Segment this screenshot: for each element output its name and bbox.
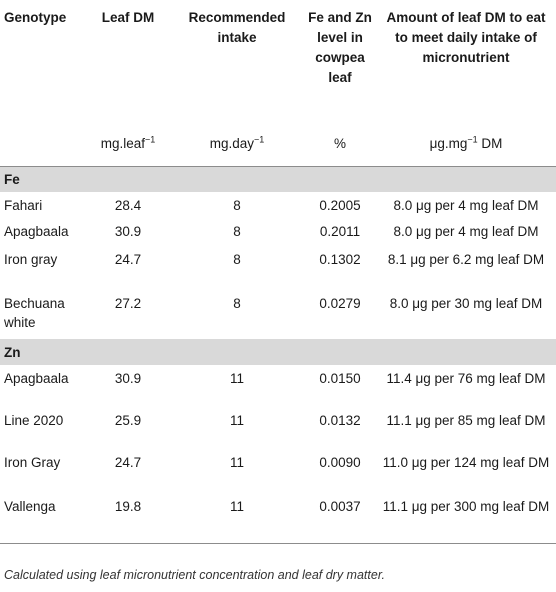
cell-genotype: Fahari xyxy=(4,198,43,213)
header-recommended-intake: Recommended intake xyxy=(188,10,286,45)
unit-fe-zn-level: % xyxy=(304,122,376,167)
header-genotype: Genotype xyxy=(4,10,67,25)
cell-recommended: 8 xyxy=(233,252,241,267)
table-row: Line 2020 25.9 11 0.0132 11.1 μg per 85 … xyxy=(0,407,556,449)
cell-genotype: Bechuana white xyxy=(4,296,65,330)
table-row: Bechuana white 27.2 8 0.0279 8.0 μg per … xyxy=(0,290,556,339)
cell-recommended: 8 xyxy=(233,198,241,213)
unit-amount: μg.mg−1 DM xyxy=(376,122,556,167)
cell-genotype: Vallenga xyxy=(0,493,86,544)
cell-genotype: Iron gray xyxy=(4,252,58,267)
header-row: Genotype Leaf DM Recommended intake Fe a… xyxy=(0,0,556,122)
cell-amount: 11.1 μg per 300 mg leaf DM xyxy=(376,493,556,544)
cell-amount: 11.1 μg per 85 mg leaf DM xyxy=(386,413,546,428)
cell-recommended: 11 xyxy=(170,493,304,544)
section-fe: Fe xyxy=(0,166,556,192)
cell-leaf-dm: 24.7 xyxy=(114,455,142,470)
section-zn: Zn xyxy=(0,339,556,365)
unit-leaf-dm: mg.leaf−1 xyxy=(86,122,170,167)
unit-genotype xyxy=(0,122,86,167)
cell-genotype: Apagbaala xyxy=(4,371,69,386)
cell-level: 0.1302 xyxy=(319,252,361,267)
unit-recommended: mg.day−1 xyxy=(170,122,304,167)
cell-recommended: 11 xyxy=(229,413,244,428)
cell-leaf-dm: 24.7 xyxy=(114,252,142,267)
cell-leaf-dm: 30.9 xyxy=(114,371,142,386)
cell-genotype: Line 2020 xyxy=(4,413,64,428)
cell-amount: 8.0 μg per 30 mg leaf DM xyxy=(389,296,543,311)
cell-level: 0.2005 xyxy=(319,198,361,213)
cell-leaf-dm: 19.8 xyxy=(86,493,170,544)
micronutrient-table: Genotype Leaf DM Recommended intake Fe a… xyxy=(0,0,556,544)
cell-leaf-dm: 28.4 xyxy=(114,198,142,213)
cell-leaf-dm: 25.9 xyxy=(114,413,142,428)
cell-leaf-dm: 30.9 xyxy=(114,224,142,239)
cell-amount: 11.0 μg per 124 mg leaf DM xyxy=(382,455,550,470)
units-row: mg.leaf−1 mg.day−1 % μg.mg−1 DM xyxy=(0,122,556,167)
cell-level: 0.2011 xyxy=(319,224,361,239)
cell-leaf-dm: 27.2 xyxy=(114,296,142,311)
header-leaf-dm: Leaf DM xyxy=(101,10,155,25)
table-row: Iron Gray 24.7 11 0.0090 11.0 μg per 124… xyxy=(0,449,556,493)
cell-genotype: Apagbaala xyxy=(4,224,69,239)
section-label: Fe xyxy=(0,166,556,192)
cell-amount: 8.0 μg per 4 mg leaf DM xyxy=(393,224,539,239)
table-caption: Calculated using leaf micronutrient conc… xyxy=(4,568,385,582)
cell-recommended: 11 xyxy=(229,371,244,386)
table-row: Fahari 28.4 8 0.2005 8.0 μg per 4 mg lea… xyxy=(0,192,556,218)
cell-level: 0.0037 xyxy=(304,493,376,544)
cell-recommended: 8 xyxy=(233,224,241,239)
table-row: Vallenga 19.8 11 0.0037 11.1 μg per 300 … xyxy=(0,493,556,544)
cell-amount: 8.1 μg per 6.2 mg leaf DM xyxy=(387,252,545,267)
table-row: Apagbaala 30.9 8 0.2011 8.0 μg per 4 mg … xyxy=(0,218,556,246)
cell-level: 0.0150 xyxy=(319,371,361,386)
cell-amount: 8.0 μg per 4 mg leaf DM xyxy=(393,198,539,213)
cell-recommended: 8 xyxy=(233,296,241,311)
section-label: Zn xyxy=(0,339,556,365)
header-fe-zn-level: Fe and Zn level in cowpea leaf xyxy=(308,10,372,85)
table-row: Iron gray 24.7 8 0.1302 8.1 μg per 6.2 m… xyxy=(0,246,556,290)
table-row: Apagbaala 30.9 11 0.0150 11.4 μg per 76 … xyxy=(0,365,556,407)
cell-amount: 11.4 μg per 76 mg leaf DM xyxy=(386,371,546,386)
cell-level: 0.0090 xyxy=(319,455,361,470)
cell-level: 0.0132 xyxy=(319,413,361,428)
cell-genotype: Iron Gray xyxy=(4,455,61,470)
cell-recommended: 11 xyxy=(229,455,244,470)
header-amount: Amount of leaf DM to eat to meet daily i… xyxy=(386,10,546,65)
cell-level: 0.0279 xyxy=(319,296,361,311)
